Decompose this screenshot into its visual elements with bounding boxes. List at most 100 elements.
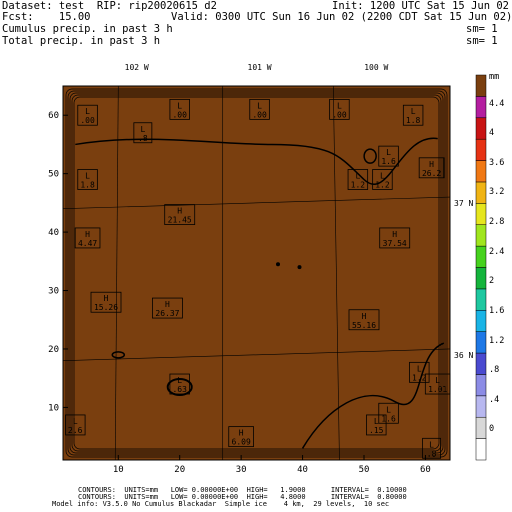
- extremum-value: 37.54: [383, 239, 407, 248]
- extremum-letter: H: [362, 312, 367, 321]
- colorbar-tick-label: 2.8: [489, 217, 505, 228]
- extremum-box: [379, 227, 411, 249]
- extremum-box: [65, 414, 86, 436]
- colorbar-swatch: [475, 352, 487, 375]
- extremum-letter: L: [85, 107, 90, 116]
- field-title-1: Cumulus precip. in past 3 h: [2, 23, 173, 35]
- latitude-line: [62, 348, 451, 361]
- extremum-box: [409, 361, 430, 383]
- extremum-value: 1.2: [351, 181, 366, 190]
- extremum-letter: L: [140, 125, 145, 134]
- colorbar-swatch: [475, 181, 487, 204]
- colorbar-swatch: [475, 203, 487, 225]
- extremum-value: 1.8: [80, 181, 95, 190]
- extremum-box: [402, 104, 424, 126]
- extremum-value: 1.6: [381, 157, 396, 166]
- extremum-box: [133, 122, 153, 144]
- colorbar-tick-label: 1.6: [489, 305, 505, 316]
- contour-cell: [166, 377, 193, 396]
- colorbar-tick-label: .4: [489, 394, 500, 405]
- colorbar-swatch: [475, 438, 487, 461]
- extremum-value: .00: [80, 116, 95, 125]
- y-tick-label: 10: [48, 403, 59, 413]
- colorbar-swatch: [475, 74, 487, 97]
- extremum-box: [418, 157, 445, 179]
- y-tick-label: 50: [48, 170, 59, 180]
- colorbar-swatch: [475, 395, 487, 418]
- extremum-box: [249, 98, 270, 120]
- extremum-box: [152, 297, 183, 319]
- contour-info-2: CONTOURS: UNITS=mm LOW= 0.00000E+00 HIGH…: [78, 493, 407, 501]
- extremum-letter: L: [380, 172, 385, 181]
- extremum-value: 4.47: [78, 239, 97, 248]
- dataset-label: Dataset: test RIP: rip20020615 d2: [2, 0, 217, 12]
- colorbar-swatch: [475, 288, 487, 311]
- model-info: Model info: V3.5.0 No Cumulus Blackadar …: [52, 500, 390, 508]
- extremum-value: 26.2: [422, 169, 441, 178]
- extremum-letter: H: [177, 207, 182, 216]
- extremum-letter: H: [239, 429, 244, 438]
- extremum-box: [164, 204, 196, 225]
- extremum-letter: L: [429, 440, 434, 449]
- colorbar-swatch: [475, 117, 487, 140]
- extremum-value: 15.26: [94, 303, 118, 312]
- colorbar-swatch: [475, 96, 487, 119]
- forecast-hour: Fcst: 15.00: [2, 11, 91, 23]
- north-contour: [75, 137, 438, 185]
- boundary-contour-line: [65, 88, 448, 458]
- colorbar-swatch: [475, 416, 487, 439]
- colorbar-swatch: [475, 138, 487, 161]
- extremum-letter: L: [337, 101, 342, 110]
- extremum-letter: L: [435, 376, 440, 385]
- colorbar-tick-label: 2.4: [489, 246, 505, 257]
- x-tick-label: 50: [359, 465, 370, 475]
- colorbar-tick-label: 4.4: [489, 98, 505, 109]
- extremum-letter: L: [177, 101, 182, 110]
- extremum-value: .8: [427, 449, 437, 458]
- extremum-value: .00: [332, 110, 347, 119]
- colorbar-tick-label: 2: [489, 276, 495, 287]
- boundary-contour-line: [69, 92, 444, 454]
- extremum-box: [169, 373, 190, 395]
- extremum-box: [228, 426, 254, 448]
- colorbar-swatch: [475, 267, 487, 290]
- latitude-line: [62, 196, 451, 210]
- extremum-letter: H: [104, 294, 109, 303]
- x-tick-label: 20: [174, 465, 185, 475]
- extremum-letter: L: [355, 172, 360, 181]
- contour-info-1: CONTOURS: UNITS=mm LOW= 0.00000E+00 HIGH…: [78, 486, 407, 494]
- extremum-box: [74, 227, 101, 249]
- extremum-letter: H: [165, 300, 170, 309]
- boundary-contour-line: [73, 96, 440, 450]
- colorbar-swatch: [475, 224, 487, 247]
- longitude-label: 102 W: [125, 63, 149, 72]
- colorbar-units: mm: [489, 72, 500, 82]
- colorbar-swatch: [475, 160, 487, 183]
- extremum-box: [77, 104, 98, 126]
- southeast-contour: [301, 342, 445, 449]
- latitude-label: 37 N: [454, 199, 473, 208]
- extremum-value: 55.16: [352, 321, 376, 330]
- extremum-value: .15: [369, 426, 384, 435]
- extremum-letter: L: [386, 405, 391, 414]
- extremum-letter: H: [85, 230, 90, 239]
- x-tick-label: 10: [113, 465, 124, 475]
- extremum-box: [77, 169, 98, 190]
- extremum-value: .8: [138, 134, 148, 143]
- colorbar-swatch: [475, 245, 487, 268]
- extremum-value: 2.6: [68, 426, 83, 435]
- longitude-line: [332, 85, 340, 461]
- extremum-letter: L: [417, 364, 422, 373]
- precip-field: [62, 85, 451, 461]
- contour-cell: [363, 148, 377, 164]
- colorbar-swatch: [475, 374, 487, 397]
- y-tick-label: 30: [48, 287, 59, 297]
- x-tick-label: 60: [420, 465, 431, 475]
- extremum-value: 21.45: [168, 216, 192, 225]
- y-tick-label: 60: [48, 111, 59, 121]
- longitude-label: 101 W: [248, 63, 272, 72]
- extremum-value: 26.37: [155, 309, 179, 318]
- extremum-box: [424, 373, 451, 395]
- boundary-contour-line: [67, 90, 446, 456]
